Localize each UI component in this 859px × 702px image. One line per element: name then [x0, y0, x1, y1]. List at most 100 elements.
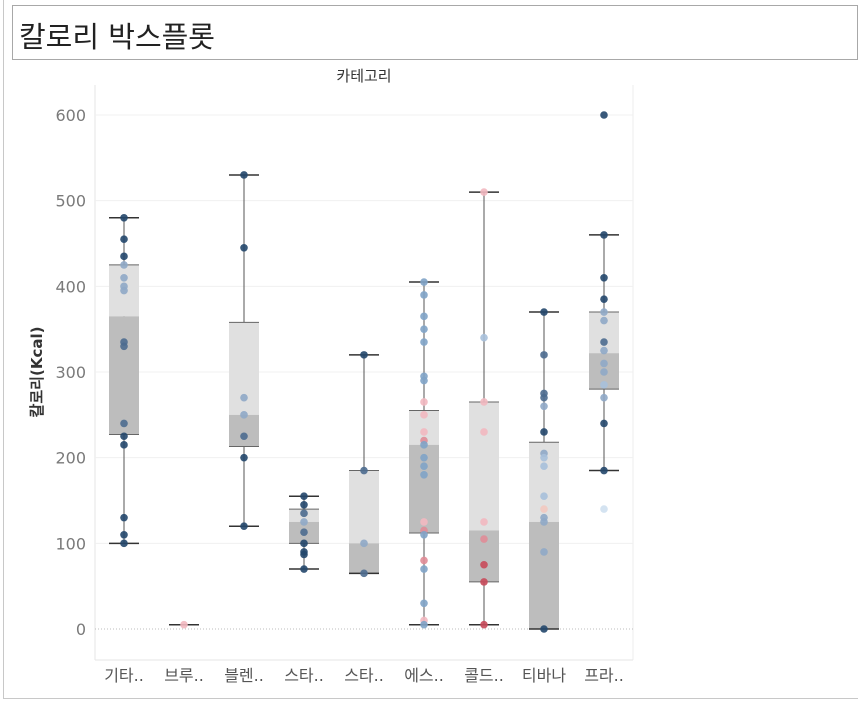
box-lower	[529, 521, 559, 629]
data-point	[420, 599, 428, 608]
data-point	[240, 393, 248, 402]
data-point	[420, 398, 428, 406]
data-point	[480, 518, 488, 526]
data-point	[240, 171, 248, 179]
box-lower	[229, 414, 259, 447]
x-category-label: 스타..	[344, 666, 384, 685]
data-point	[240, 522, 248, 530]
data-point	[300, 500, 308, 509]
data-point	[540, 351, 548, 359]
y-tick-label: 100	[55, 534, 86, 553]
data-point	[480, 578, 488, 586]
data-point	[540, 518, 548, 526]
data-point	[480, 535, 488, 543]
data-point	[600, 505, 608, 513]
y-tick-label: 300	[55, 363, 86, 382]
data-point	[120, 539, 128, 548]
data-point	[120, 252, 128, 261]
data-point	[360, 539, 368, 548]
data-point	[600, 295, 608, 303]
data-point	[480, 333, 488, 342]
title-box: 칼로리 박스플롯	[12, 5, 858, 60]
y-tick-label: 0	[76, 620, 86, 639]
x-category-label: 스타..	[284, 666, 324, 685]
data-point	[600, 316, 608, 325]
data-point	[540, 548, 548, 556]
y-tick-label: 400	[55, 277, 86, 296]
data-point	[600, 308, 608, 316]
data-point	[420, 411, 428, 419]
data-point	[420, 620, 428, 629]
data-point	[600, 466, 608, 475]
x-category-label: 기타..	[104, 666, 144, 685]
data-point	[600, 359, 608, 368]
data-point	[180, 620, 188, 629]
y-tick-label: 500	[55, 192, 86, 211]
data-point	[420, 312, 428, 321]
data-point	[540, 402, 548, 411]
data-point	[120, 441, 128, 449]
data-point	[120, 419, 128, 428]
data-point	[420, 530, 428, 539]
data-point	[420, 338, 428, 346]
data-point	[420, 565, 428, 573]
box-lower	[349, 543, 379, 574]
data-point	[420, 462, 428, 471]
x-category-label: 콜드..	[464, 666, 504, 685]
data-point	[240, 432, 248, 441]
data-point	[600, 393, 608, 402]
data-point	[120, 530, 128, 539]
data-point	[480, 560, 488, 569]
data-point	[120, 261, 128, 269]
data-point	[540, 428, 548, 436]
data-point	[360, 466, 368, 475]
x-category-label: 프라..	[584, 666, 624, 685]
data-point	[540, 462, 548, 471]
data-point	[420, 453, 428, 462]
data-point	[240, 411, 248, 419]
data-point	[600, 111, 608, 119]
data-point	[420, 428, 428, 436]
data-point	[120, 342, 128, 351]
data-point	[240, 243, 248, 252]
data-point	[300, 518, 308, 526]
data-point	[300, 509, 308, 518]
data-point	[120, 214, 128, 222]
data-point	[300, 565, 308, 573]
data-point	[420, 471, 428, 479]
data-point	[300, 528, 308, 536]
box-upper	[349, 470, 379, 544]
data-point	[540, 393, 548, 402]
box-lower	[109, 316, 139, 435]
x-category-label: 브루..	[164, 666, 204, 685]
column-header: 카테고리	[336, 67, 391, 85]
data-point	[600, 381, 608, 389]
x-category-label: 블렌..	[224, 666, 264, 685]
data-point	[540, 625, 548, 633]
y-tick-label: 600	[55, 106, 86, 125]
data-point	[600, 338, 608, 346]
data-point	[420, 556, 428, 565]
y-axis-title: 칼로리(Kcal)	[28, 327, 46, 418]
data-point	[600, 273, 608, 282]
x-category-label: 티바나	[522, 666, 566, 685]
data-point	[540, 453, 548, 462]
data-point	[300, 550, 308, 559]
data-point	[120, 273, 128, 282]
chart-frame	[3, 0, 858, 699]
data-point	[120, 513, 128, 522]
data-point	[600, 419, 608, 428]
data-point	[480, 428, 488, 436]
data-point	[480, 620, 488, 629]
data-point	[600, 368, 608, 376]
data-point	[420, 291, 428, 299]
box-upper	[469, 401, 499, 531]
data-point	[120, 235, 128, 244]
data-point	[420, 376, 428, 385]
data-point	[360, 351, 368, 359]
data-point	[240, 453, 248, 462]
data-point	[300, 492, 308, 501]
data-point	[540, 492, 548, 501]
x-category-label: 에스..	[404, 666, 444, 685]
data-point	[600, 231, 608, 239]
